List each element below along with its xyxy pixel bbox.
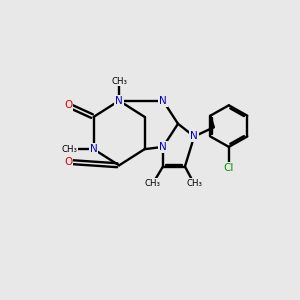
Text: O: O [64, 100, 72, 110]
Text: N: N [115, 96, 123, 106]
Text: Cl: Cl [224, 163, 234, 173]
Text: O: O [64, 157, 72, 167]
Text: N: N [190, 131, 198, 142]
Text: N: N [90, 144, 98, 154]
Text: N: N [159, 142, 167, 152]
Text: CH₃: CH₃ [186, 179, 202, 188]
Text: CH₃: CH₃ [145, 179, 160, 188]
Text: CH₃: CH₃ [111, 76, 127, 85]
Text: N: N [159, 96, 167, 106]
Text: CH₃: CH₃ [61, 145, 77, 154]
